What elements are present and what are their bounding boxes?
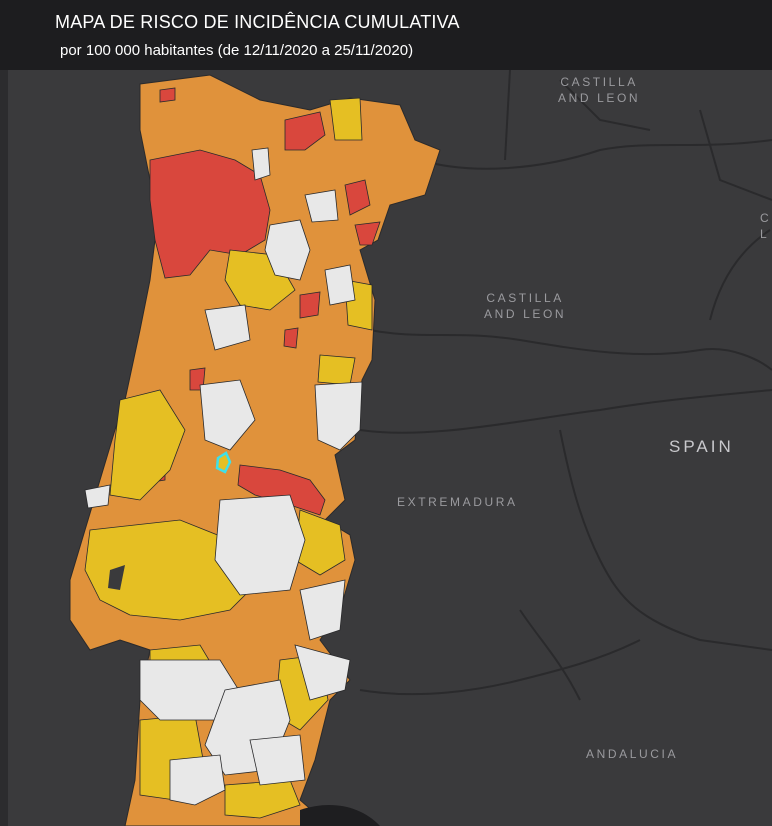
edge-label-c: C [760,211,772,225]
castilla-mid-line1: CASTILLA [486,291,564,305]
region-low-mertola[interactable] [294,644,351,701]
spain-borders [359,69,772,701]
region-moderate-centre[interactable] [317,354,356,386]
region-moderate-coast[interactable] [109,389,186,501]
region-low-santarem[interactable] [199,379,256,451]
region-very-high-northeast[interactable] [344,179,371,216]
region-low-guarda[interactable] [324,264,356,306]
region-low-coimbra[interactable] [204,304,251,351]
region-low-evora[interactable] [299,579,346,641]
region-low-portalegre[interactable] [214,494,306,596]
estuary [108,565,125,590]
coast-shadow [300,805,380,826]
region-low-nordeste[interactable] [304,189,339,223]
region-label-castilla-mid: CASTILLA AND LEON [484,290,566,322]
map-left-edge [0,70,8,826]
region-very-high-beira[interactable] [237,464,326,516]
map-header: MAPA DE RISCO DE INCIDÊNCIA CUMULATIVA p… [0,0,772,70]
castilla-mid-line2: AND LEON [484,307,567,321]
map-title: MAPA DE RISCO DE INCIDÊNCIA CUMULATIVA [55,12,460,32]
region-label-extremadura: EXTREMADURA [397,495,518,509]
map-subtitle: por 100 000 habitantes (de 12/11/2020 a … [60,42,414,59]
castilla-top-line2: AND LEON [558,91,641,105]
region-label-andalucia: ANDALUCIA [586,747,679,761]
region-low-algarve-east[interactable] [249,734,306,786]
castilla-top-line1: CASTILLA [560,75,638,89]
region-very-high-east[interactable] [354,221,381,246]
region-very-high-central-2[interactable] [283,327,299,349]
region-very-high-top[interactable] [159,87,176,103]
edge-label-l: L [760,227,770,241]
region-low-coast-west[interactable] [84,484,111,509]
country-label-spain: SPAIN [669,437,734,456]
region-low-nw-edge[interactable] [251,147,271,181]
selected-municipality-outline[interactable] [215,451,232,474]
region-low-centre[interactable] [264,219,311,281]
region-low-castelo[interactable] [314,381,363,451]
region-low-south[interactable] [169,754,226,806]
region-label-castilla-top: CASTILLA AND LEON [558,74,640,106]
region-moderate-north[interactable] [329,97,363,141]
region-very-high-north[interactable] [284,111,326,151]
region-very-high-central[interactable] [299,291,321,319]
